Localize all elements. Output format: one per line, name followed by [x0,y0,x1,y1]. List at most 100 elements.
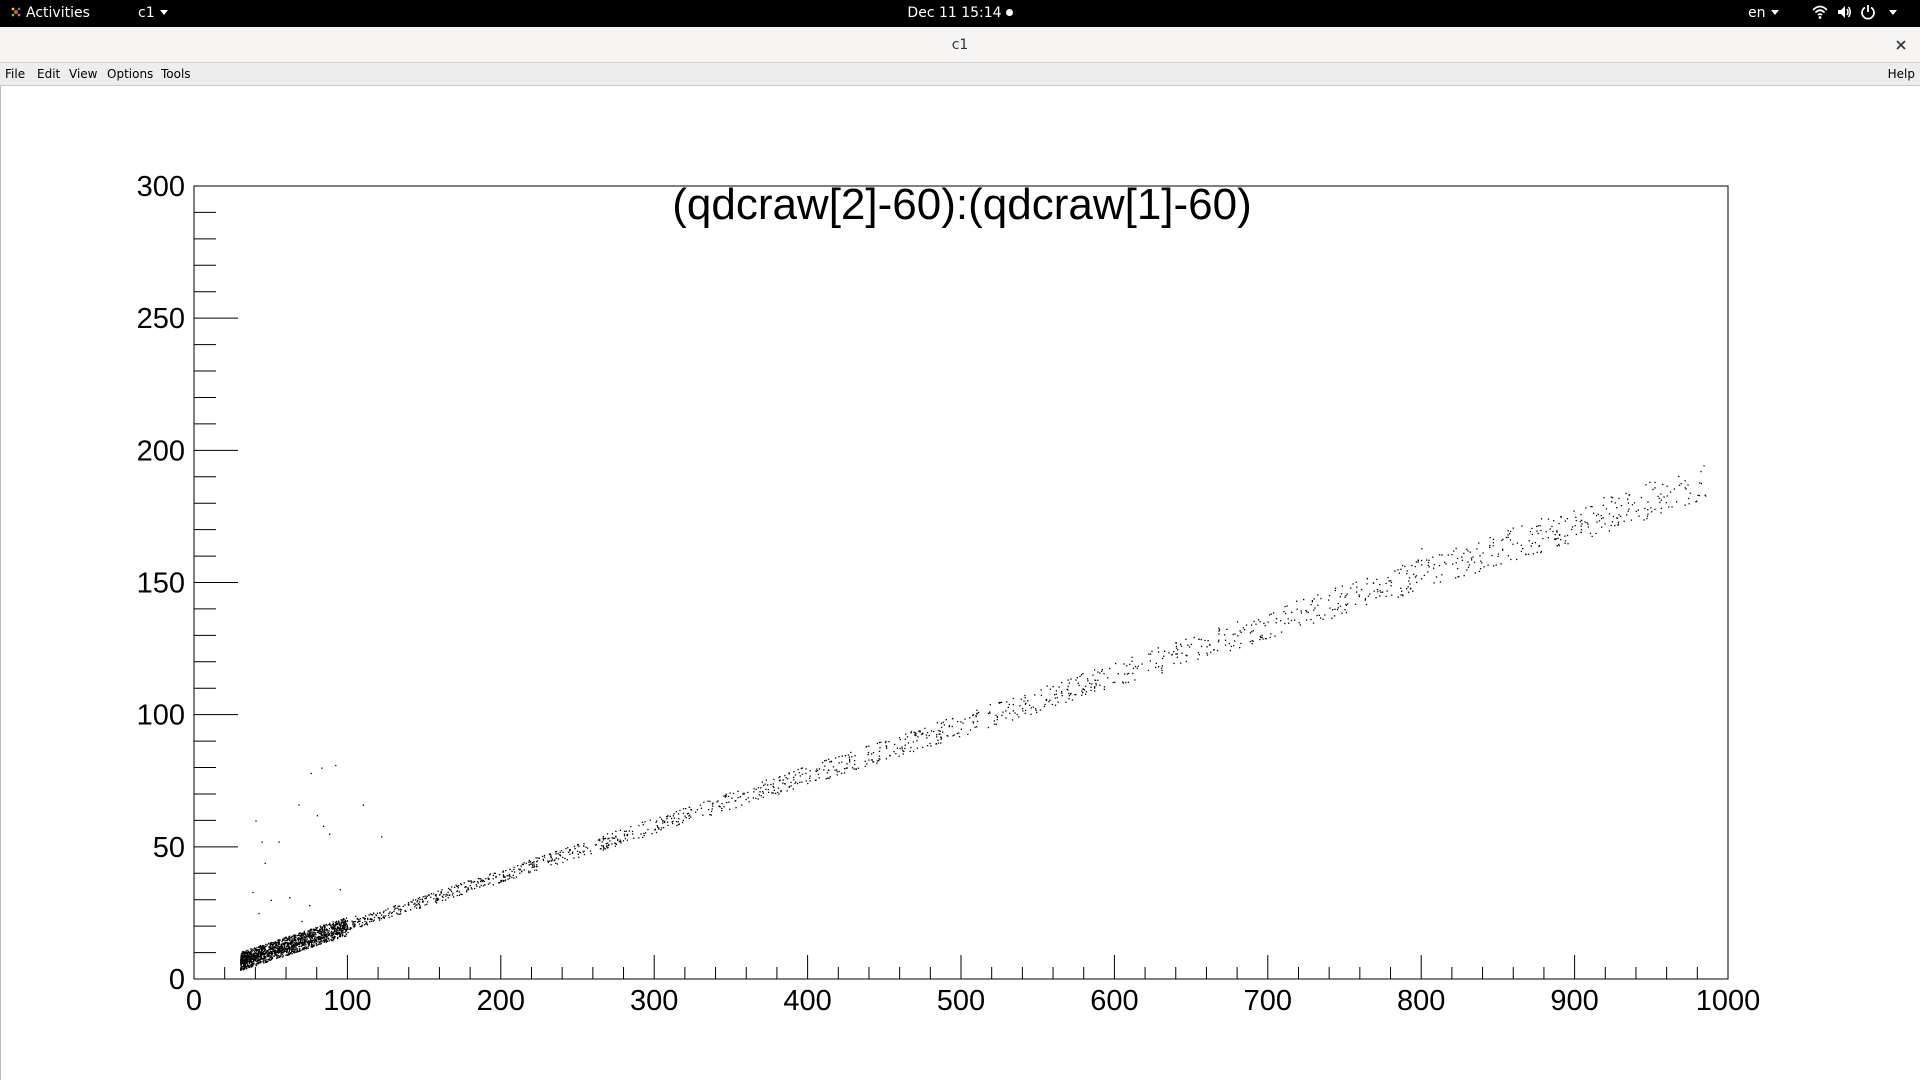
data-point [426,903,428,905]
data-point [435,895,437,897]
data-point [1467,566,1470,568]
data-point [295,943,297,945]
data-point [893,751,895,753]
menu-edit[interactable]: Edit [37,67,61,81]
data-point [458,884,460,887]
plot-frame [193,185,1729,980]
data-point [341,935,343,937]
data-point [250,950,252,952]
data-point [788,786,790,788]
menu-options[interactable]: Options [107,67,154,81]
data-point [410,901,412,903]
data-point [503,880,505,882]
data-point [284,945,286,947]
data-point [522,863,524,866]
data-point [306,942,308,944]
data-point [502,876,505,878]
clock-button[interactable]: Dec 11 15:14 [907,5,1013,21]
data-point [321,934,323,936]
data-point [947,735,949,737]
data-point [711,808,713,810]
data-point [342,925,345,927]
data-point [785,777,787,779]
data-point [677,821,679,823]
data-point [301,943,303,945]
data-point [368,914,370,916]
data-point [935,743,937,745]
data-point [441,899,444,902]
data-point [1461,559,1464,561]
data-point [266,961,268,963]
data-point [1344,609,1346,611]
menu-help[interactable]: Help [1887,67,1915,81]
data-point [289,948,291,951]
data-point [688,817,690,820]
menu-tools[interactable]: Tools [161,67,191,81]
data-point [253,959,255,961]
activities-button[interactable]: Activities [10,0,90,27]
data-point [638,837,640,839]
data-point [277,957,279,959]
data-point [314,939,316,941]
data-point [602,846,604,848]
data-point [246,965,249,967]
data-point [312,933,314,935]
data-point [309,928,312,931]
app-menu[interactable]: c1 [138,0,168,27]
menu-file[interactable]: File [5,67,26,81]
data-point [477,881,479,883]
data-point [326,935,328,938]
data-point [312,934,314,936]
system-menu[interactable] [1812,0,1897,27]
data-point [326,924,328,927]
data-point [661,827,663,829]
window-title-bar[interactable]: c1 [0,27,1920,63]
data-point [1313,609,1315,611]
data-point [443,894,445,896]
data-point [310,928,313,930]
data-point [1676,501,1678,503]
data-point [1445,563,1447,565]
data-point [1566,534,1569,537]
data-point [344,924,346,927]
menu-view[interactable]: View [69,67,98,81]
data-point [270,944,273,946]
data-point [1696,500,1698,502]
data-point [1414,576,1416,578]
data-point [281,945,283,947]
data-point [1336,608,1339,611]
data-point [1099,672,1101,674]
data-point [792,788,794,790]
data-point [270,951,272,953]
data-point [257,962,259,964]
data-point [325,938,328,940]
data-point [557,853,559,855]
data-point [814,779,817,782]
data-point [247,958,249,960]
data-point [1012,710,1014,712]
language-selector[interactable]: en [1748,0,1779,27]
data-point [302,932,304,934]
data-point [606,847,609,849]
root-canvas[interactable]: (qdcraw[2]-60):(qdcraw[1]-60) 0 100 200 300… [0,86,1920,1080]
close-icon[interactable] [1892,36,1910,54]
data-point [258,959,260,962]
data-point [460,884,463,886]
data-point [242,960,244,962]
data-point [1516,542,1519,544]
data-point [1404,565,1406,568]
data-point [794,774,797,776]
data-point [958,732,960,734]
data-point [1265,638,1267,640]
scatter-plot[interactable]: (qdcraw[2]-60):(qdcraw[1]-60) 0 100 200 300… [1,86,1919,1080]
data-point [310,935,312,937]
data-point [1522,548,1524,550]
data-point [1249,640,1251,643]
data-point [242,957,245,959]
data-point [260,952,263,954]
data-point [960,721,962,723]
data-point [344,919,346,921]
data-point [594,844,597,846]
data-point [263,953,265,955]
data-point [243,960,245,963]
